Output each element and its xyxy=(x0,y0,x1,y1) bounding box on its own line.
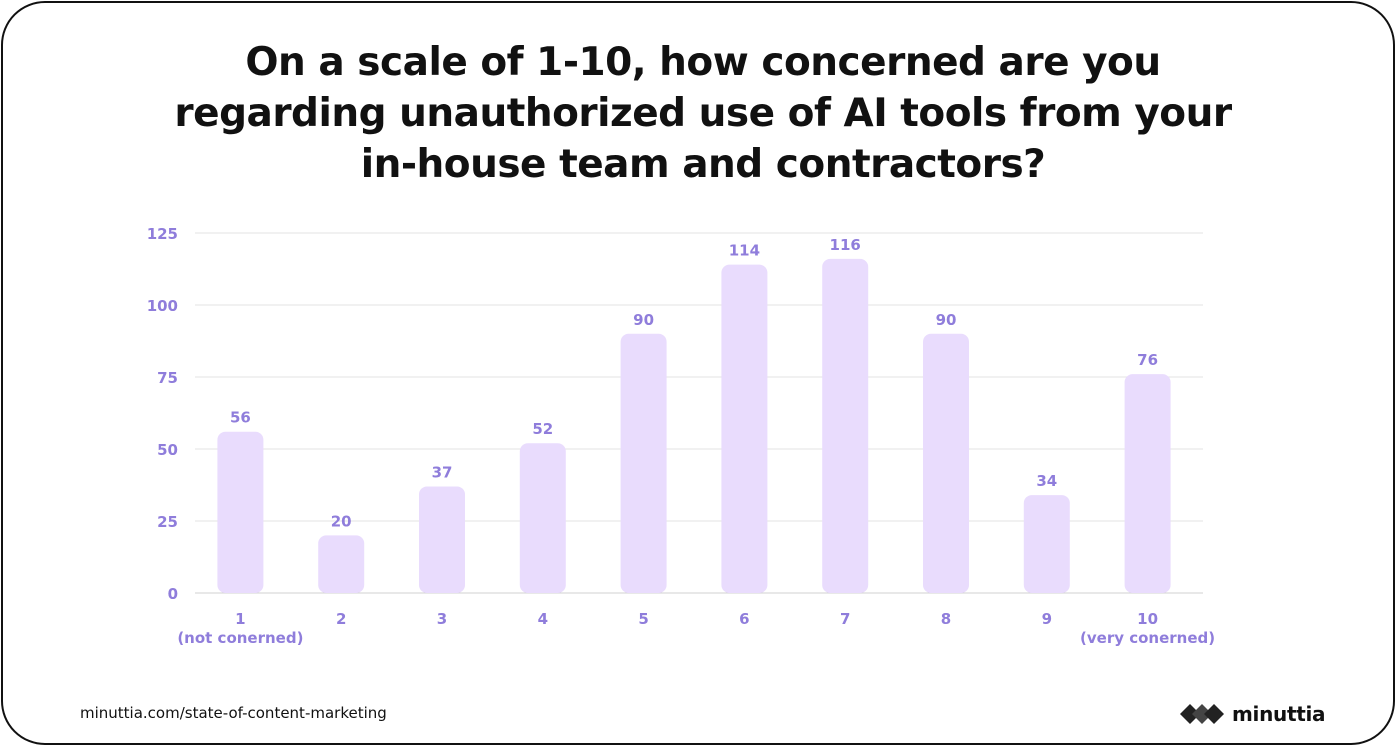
bar xyxy=(217,431,264,593)
x-tick-sublabel: (very conerned) xyxy=(1080,629,1215,647)
chart-title: On a scale of 1-10, how concerned are yo… xyxy=(174,40,1232,187)
x-tick-label: 9 xyxy=(1042,610,1052,628)
bar xyxy=(620,333,667,593)
y-tick-label: 75 xyxy=(157,369,178,387)
x-tick-label: 7 xyxy=(840,610,850,628)
data-label: 90 xyxy=(633,311,654,329)
bar xyxy=(1124,374,1171,593)
bar xyxy=(721,264,768,593)
x-tick-label: 10 xyxy=(1137,610,1158,628)
brand-name: minuttia xyxy=(1232,702,1326,726)
x-tick-label: 2 xyxy=(336,610,346,628)
data-label: 114 xyxy=(729,242,760,260)
data-label: 37 xyxy=(432,463,453,481)
data-label: 90 xyxy=(936,311,957,329)
brand-logo: minuttia xyxy=(1178,700,1326,728)
diamond-chain-logo-icon xyxy=(1180,704,1224,724)
y-tick-label: 125 xyxy=(147,225,178,243)
x-tick-label: 4 xyxy=(538,610,548,628)
data-label: 76 xyxy=(1137,351,1158,369)
y-tick-label: 50 xyxy=(157,441,178,459)
x-tick-label: 6 xyxy=(739,610,749,628)
y-tick-label: 0 xyxy=(168,585,178,603)
x-tick-label: 3 xyxy=(437,610,447,628)
data-label: 56 xyxy=(230,409,251,427)
bar xyxy=(822,258,869,593)
bar xyxy=(318,535,365,593)
bar xyxy=(1023,495,1070,593)
data-label: 52 xyxy=(532,420,553,438)
x-tick-label: 8 xyxy=(941,610,951,628)
bar xyxy=(923,333,969,593)
source-link[interactable]: minuttia.com/state-of-content-marketing xyxy=(80,704,387,722)
y-tick-label: 25 xyxy=(157,513,178,531)
x-tick-label: 5 xyxy=(638,610,648,628)
y-tick-label: 100 xyxy=(147,297,178,315)
data-label: 20 xyxy=(331,512,352,530)
bar xyxy=(519,443,566,593)
x-tick-label: 1 xyxy=(235,610,245,628)
bar xyxy=(419,486,465,593)
data-label: 34 xyxy=(1036,472,1057,490)
data-label: 116 xyxy=(830,236,861,254)
x-tick-sublabel: (not conerned) xyxy=(177,629,303,647)
